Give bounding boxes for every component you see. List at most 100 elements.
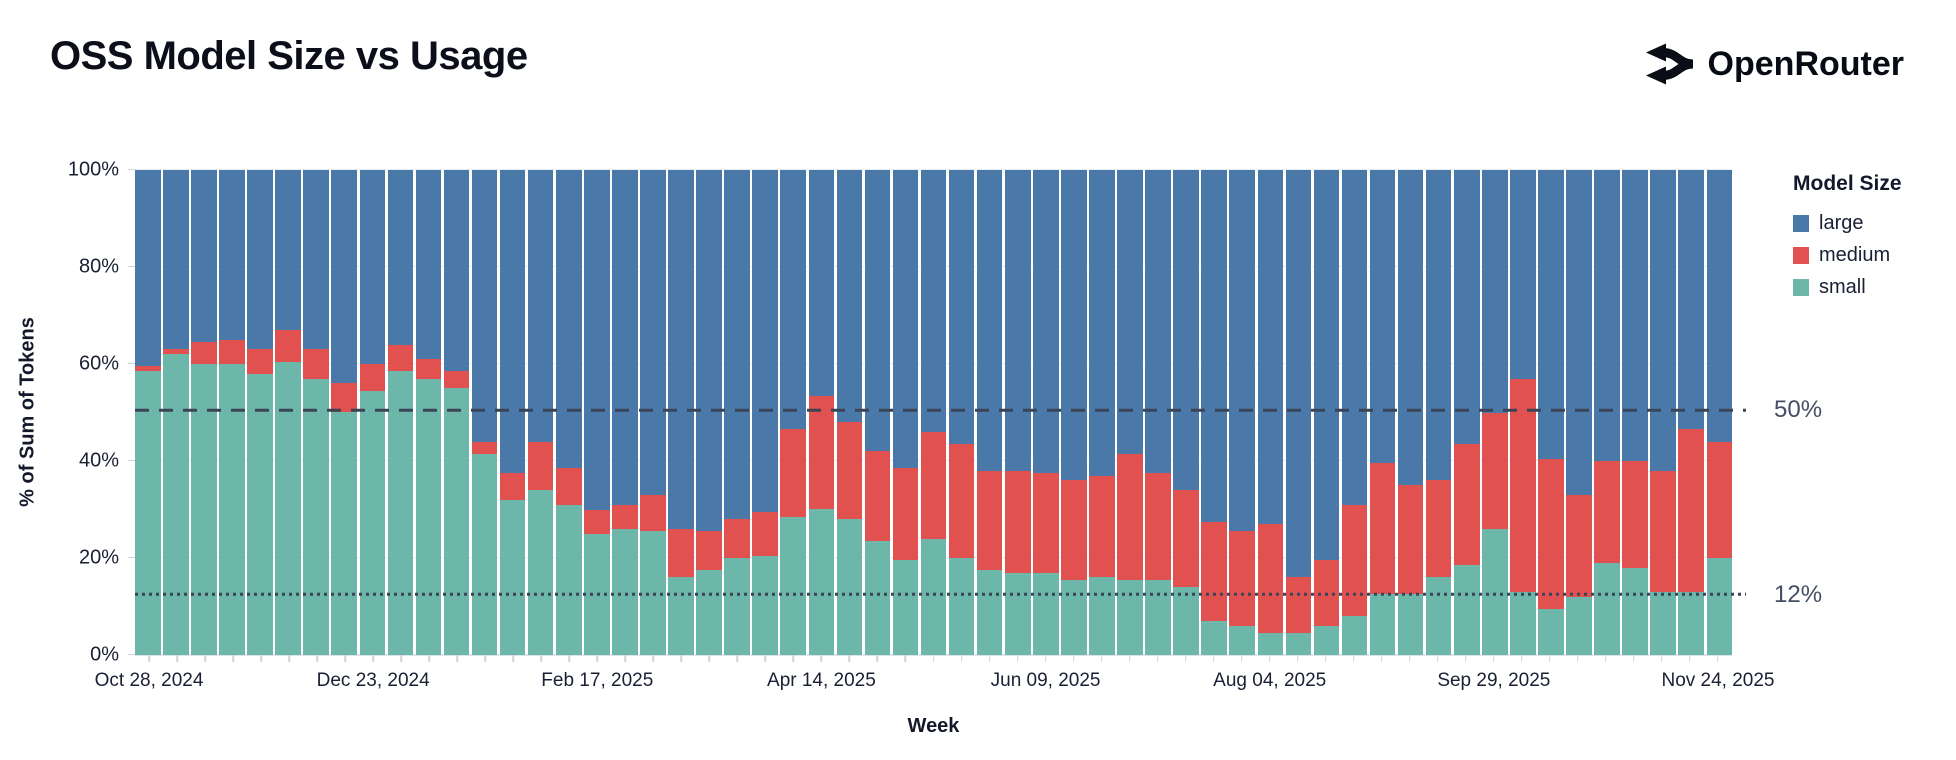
bar-segment-medium <box>948 444 975 558</box>
bar-segment-medium <box>247 349 273 374</box>
stacked-bar-nov-25-2024 <box>247 170 273 655</box>
bar-segment-medium <box>640 494 666 532</box>
stacked-bar-sep-29-2025 <box>1482 170 1508 655</box>
stacked-bar-jun-23-2025 <box>1089 170 1115 655</box>
stacked-bar-mar-10-2025 <box>668 170 694 655</box>
bar-segment-medium <box>1173 490 1199 588</box>
x-tick-label: Apr 14, 2025 <box>767 670 876 691</box>
bar-segment-large <box>219 170 245 340</box>
x-tick-mark <box>1128 655 1131 662</box>
x-tick-mark <box>1212 655 1215 662</box>
bar-segment-medium <box>808 395 835 510</box>
stacked-bar-apr-28-2025 <box>864 170 891 655</box>
stacked-bar-jun-16-2025 <box>1061 170 1087 655</box>
bar-segment-small <box>1369 594 1396 655</box>
bar-segment-large <box>247 170 273 350</box>
stacked-bar-jul-21-2025 <box>1201 170 1227 655</box>
bar-segment-small <box>1538 608 1564 655</box>
bar-segment-medium <box>527 441 554 491</box>
bar-segment-small <box>499 499 526 655</box>
bar-segment-large <box>331 170 357 384</box>
bar-segment-medium <box>1089 475 1115 578</box>
x-tick-mark <box>260 655 262 662</box>
x-tick-mark <box>512 655 514 662</box>
bar-segment-large <box>163 170 189 350</box>
bar-segment-large <box>780 170 806 430</box>
bar-segment-large <box>1678 170 1704 430</box>
bar-segment-medium <box>1397 485 1424 595</box>
bar-segment-large <box>1061 170 1087 481</box>
bar-segment-medium <box>1622 461 1648 568</box>
x-tick-mark <box>484 655 486 662</box>
bar-segment-large <box>864 170 891 452</box>
bar-segment-small <box>1004 572 1031 655</box>
bar-segment-medium <box>892 468 919 561</box>
x-tick-label: Jun 09, 2025 <box>990 670 1101 691</box>
bar-segment-large <box>976 170 1003 471</box>
bar-segment-large <box>724 170 750 520</box>
x-tick-mark <box>876 655 879 662</box>
x-tick-label: Sep 29, 2025 <box>1437 670 1551 691</box>
stacked-bar-mar-03-2025 <box>640 170 666 655</box>
bar-segment-small <box>1061 579 1087 655</box>
x-tick-mark <box>1493 655 1495 662</box>
bar-segment-small <box>612 528 638 655</box>
legend-title: Model Size <box>1793 172 1902 195</box>
stacked-bar-jun-02-2025 <box>1004 170 1031 655</box>
bar-segment-small <box>920 538 947 655</box>
y-tick-mark <box>128 363 135 364</box>
legend-swatch-medium <box>1793 247 1809 264</box>
bar-segment-small <box>752 555 778 655</box>
stacked-bar-dec-16-2024 <box>331 170 357 655</box>
x-tick-mark <box>232 655 234 662</box>
x-tick-label: Aug 04, 2025 <box>1213 670 1327 691</box>
bar-segment-large <box>1482 170 1508 413</box>
bar-segment-small <box>1173 587 1199 655</box>
bar-segment-large <box>1285 170 1312 578</box>
x-tick-mark <box>848 655 851 662</box>
x-tick-mark <box>288 655 290 662</box>
stacked-bar-sep-22-2025 <box>1453 170 1480 655</box>
bar-segment-small <box>135 371 161 655</box>
stacked-bar-may-05-2025 <box>892 170 919 655</box>
stacked-bar-jul-28-2025 <box>1229 170 1255 655</box>
x-tick-mark <box>596 655 599 662</box>
bar-segment-medium <box>1285 577 1312 634</box>
bar-segment-large <box>387 170 414 345</box>
x-tick-mark <box>1521 655 1523 662</box>
bar-segment-medium <box>1425 480 1452 578</box>
x-tick-mark <box>1100 655 1103 662</box>
bar-segment-medium <box>135 366 161 372</box>
stacked-bar-apr-14-2025 <box>808 170 835 655</box>
x-tick-mark <box>176 655 178 662</box>
bar-segment-large <box>1033 170 1059 474</box>
y-tick-mark <box>128 460 135 461</box>
x-tick-mark <box>1240 655 1243 662</box>
x-tick-mark <box>1353 655 1355 662</box>
bar-segment-medium <box>471 441 498 454</box>
x-tick-mark <box>1549 655 1551 662</box>
stacked-bar-jun-30-2025 <box>1117 170 1143 655</box>
bar-segment-large <box>752 170 778 512</box>
stacked-bar-may-19-2025 <box>948 170 975 655</box>
reference-line-label: 12% <box>1774 580 1823 608</box>
bar-segment-large <box>696 170 722 532</box>
bar-segment-medium <box>668 528 694 578</box>
stacked-bar-dec-02-2024 <box>275 170 301 655</box>
y-tick-label: 60% <box>78 352 119 375</box>
stacked-bar-aug-25-2025 <box>1341 170 1368 655</box>
x-tick-mark <box>1044 655 1047 662</box>
stacked-bar-jan-13-2025 <box>443 170 470 655</box>
x-tick-mark <box>1465 655 1467 662</box>
bar-segment-large <box>920 170 947 432</box>
bar-segment-medium <box>1004 470 1031 573</box>
bar-segment-large <box>1622 170 1648 461</box>
bar-segment-small <box>1397 594 1424 655</box>
x-tick-mark <box>1072 655 1075 662</box>
bar-segment-small <box>1566 596 1592 655</box>
bar-segment-small <box>724 557 750 655</box>
bar-segment-medium <box>555 468 582 505</box>
reference-line-12%: 12% <box>135 580 1822 607</box>
bar-segment-small <box>275 361 301 655</box>
x-tick-mark <box>904 655 907 662</box>
